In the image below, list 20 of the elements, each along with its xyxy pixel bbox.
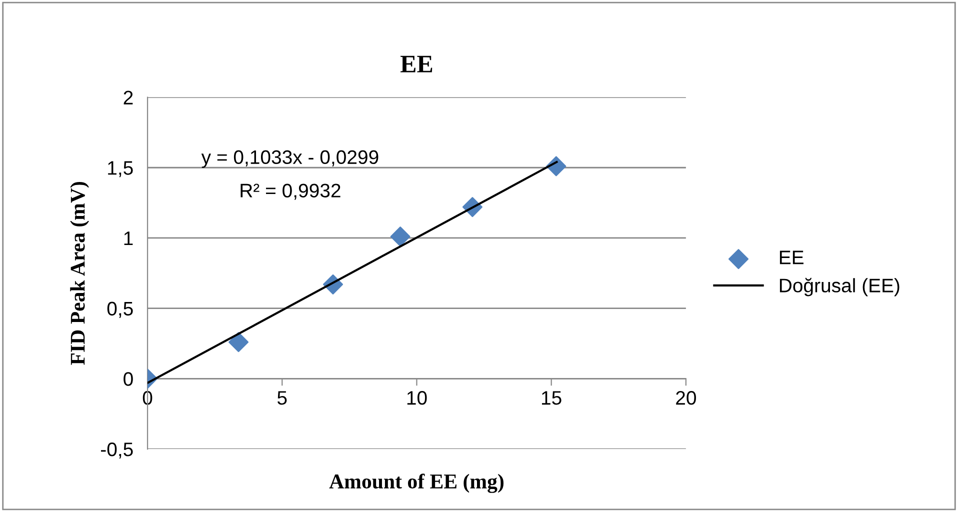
y-tick-label: 0 <box>124 372 133 386</box>
y-tick-label: 0,5 <box>107 302 133 318</box>
x-tick-label: 0 <box>142 390 152 405</box>
x-axis-title: Amount of EE (mg) <box>329 474 504 493</box>
x-tick-label: 10 <box>407 390 427 405</box>
annotation: y = 0,1033x - 0,0299 <box>201 150 378 168</box>
legend-label: Doğrusal (EE) <box>780 278 900 296</box>
x-tick-label: 5 <box>278 391 287 405</box>
x-tick-label: 15 <box>542 391 562 405</box>
point <box>228 332 249 352</box>
legend-label: EE <box>780 250 804 264</box>
chart-title: EE <box>400 56 432 72</box>
y-axis-title: FID Peak Area (mV) <box>70 182 90 365</box>
y-tick-label: 2 <box>124 90 133 104</box>
point <box>390 226 410 247</box>
y-tick-label: -0,5 <box>101 442 133 459</box>
y-tick-label: 1,5 <box>108 161 133 178</box>
annotation: R² = 0,9932 <box>240 184 340 200</box>
x-tick-label: 20 <box>676 390 696 405</box>
y-tick-label: 1 <box>124 232 133 246</box>
